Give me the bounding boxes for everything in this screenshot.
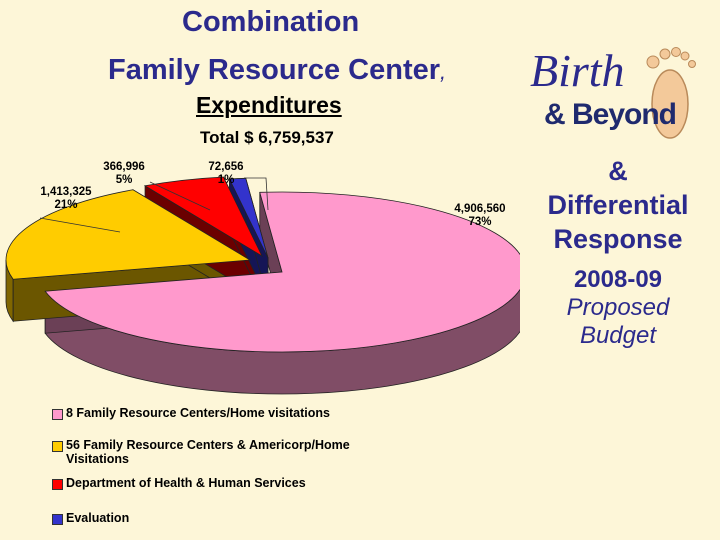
logo-word-beyond: & Beyond xyxy=(544,98,677,131)
legend-label: 8 Family Resource Centers/Home visitatio… xyxy=(66,406,330,420)
pie-slice-0 xyxy=(44,191,520,353)
data-label-value-3: 72,656 xyxy=(208,161,243,173)
chart-subtitle-line: Family Resource Center, xyxy=(108,54,446,87)
legend-label: Evaluation xyxy=(66,511,130,525)
expenditures-heading: Expenditures xyxy=(196,92,342,118)
legend-item: 56 Family Resource Centers & Americorp/H… xyxy=(52,438,392,466)
side-line-differential: Differential xyxy=(547,190,689,220)
title-line2: Family Resource Center xyxy=(108,54,441,86)
side-line-budget: Budget xyxy=(579,322,657,349)
chart-title: Combination xyxy=(182,6,360,38)
leader-line-3 xyxy=(244,177,269,211)
data-label-percent-1: 21% xyxy=(54,199,77,211)
legend-label: Department of Health & Human Services xyxy=(66,476,306,490)
side-line-proposed: Proposed xyxy=(566,294,670,321)
legend-item: 8 Family Resource Centers/Home visitatio… xyxy=(52,406,392,420)
pie-slice-2 xyxy=(143,176,263,258)
footprint-icon xyxy=(646,47,696,139)
chart-legend: 8 Family Resource Centers/Home visitatio… xyxy=(52,406,392,525)
legend-swatch xyxy=(52,441,63,452)
pie-slice-1 xyxy=(5,189,252,280)
birth-and-beyond-logo: Birth & Beyond xyxy=(526,42,696,146)
side-line-response: Response xyxy=(553,224,683,254)
legend-swatch xyxy=(52,514,63,525)
legend-label: 56 Family Resource Centers & Americorp/H… xyxy=(66,438,350,466)
data-label-value-0: 4,906,560 xyxy=(454,203,505,215)
title-comma: , xyxy=(440,59,447,84)
data-label-percent-2: 5% xyxy=(116,174,133,186)
data-label-value-1: 1,413,325 xyxy=(40,186,92,198)
legend-swatch xyxy=(52,479,63,490)
side-ampersand: & xyxy=(608,156,628,186)
data-label-percent-0: 73% xyxy=(468,216,491,228)
data-label-percent-3: 1% xyxy=(218,174,235,186)
legend-swatch xyxy=(52,409,63,420)
leader-line-1 xyxy=(39,217,121,233)
side-year: 2008-09 xyxy=(573,266,663,293)
legend-item: Evaluation xyxy=(52,511,392,525)
data-label-value-2: 366,996 xyxy=(103,161,145,173)
total-amount: Total $ 6,759,537 xyxy=(200,128,334,147)
side-panel: & Differential Response 2008-09 Proposed… xyxy=(520,154,716,350)
logo-word-birth: Birth xyxy=(530,45,625,96)
legend-item: Department of Health & Human Services xyxy=(52,476,392,490)
leader-line-2 xyxy=(149,181,211,211)
